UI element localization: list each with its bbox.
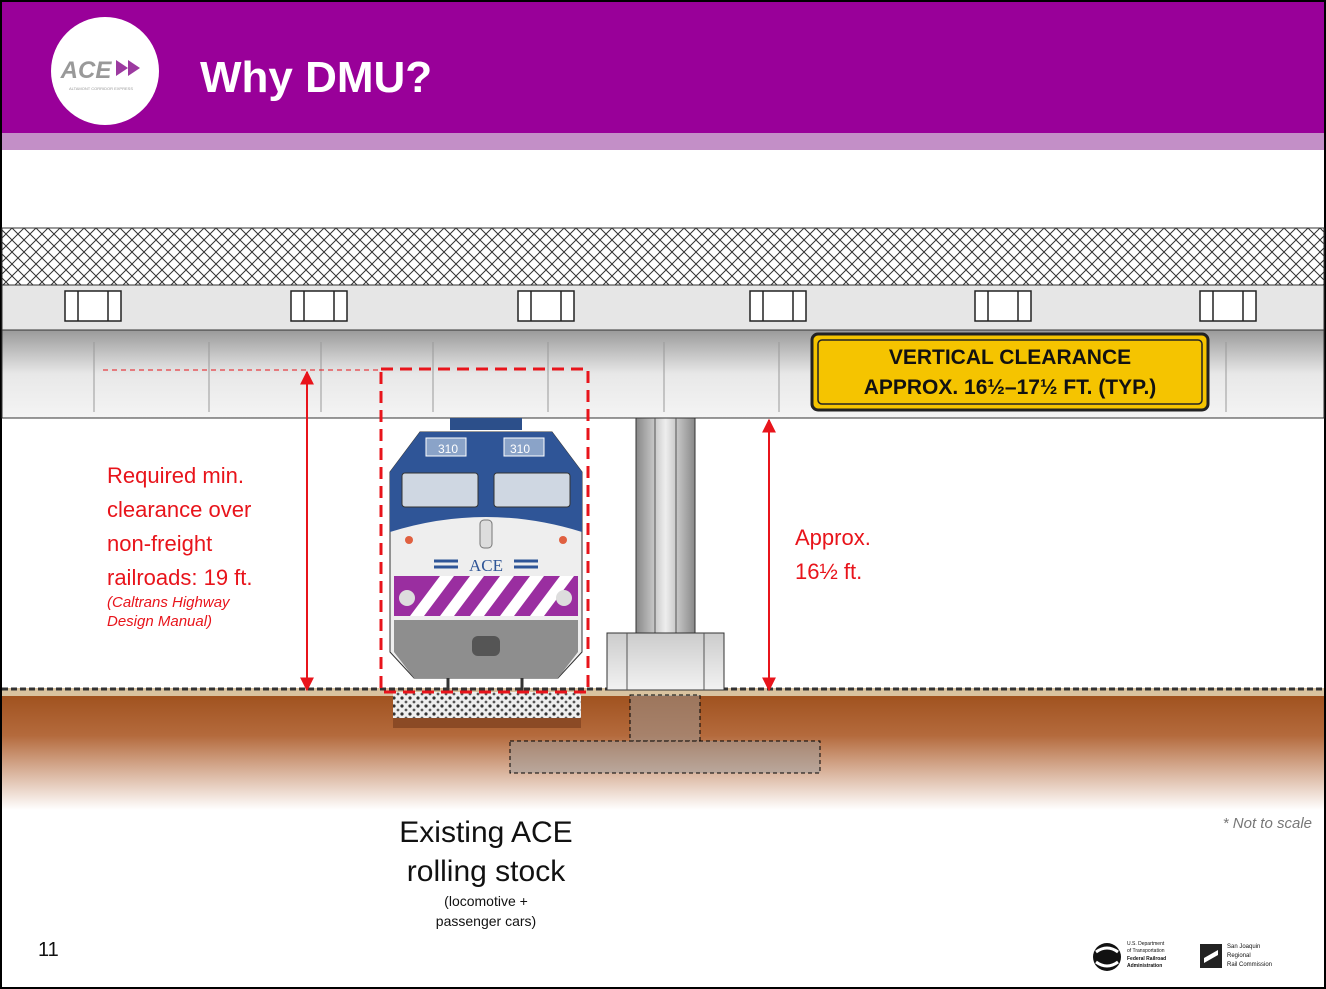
required-label: non-freight [107,531,212,556]
sign-line: VERTICAL CLEARANCE [889,346,1131,369]
caption-detail: (locomotive + [444,893,528,909]
train-number: 310 [510,442,530,456]
approx-label: Approx. [795,525,871,550]
buried-pier [629,694,701,742]
sjrrc-text: Regional [1227,953,1251,959]
scale-note: * Not to scale [1223,815,1312,832]
deck-blocks [64,290,1257,322]
buried-footing [509,740,821,774]
ballast [393,692,581,720]
fra-text: of Transportation [1127,948,1165,954]
column [635,417,696,636]
title: Why DMU? [200,53,432,102]
ground-strip [2,688,1324,696]
pier-cap [606,632,725,691]
required-label: Required min. [107,463,244,488]
sjrrc-text: Rail Commission [1227,962,1272,968]
approx-label: 16½ ft. [795,559,862,584]
train-logo: ACE [469,556,503,575]
locomotive [389,418,583,692]
caption: Existing ACE [399,816,572,849]
citation: (Caltrans Highway [107,594,231,611]
logo-circle [51,17,159,125]
header-band [2,133,1324,150]
fra-text: Federal Railroad [1127,956,1166,962]
train-number: 310 [438,442,458,456]
required-label: railroads: 19 ft. [107,565,253,590]
clearance-envelope [379,367,590,694]
girder-lines [93,342,1227,412]
ballast-base [393,718,581,728]
page-number: 11 [38,939,59,961]
fra-text: U.S. Department [1127,941,1165,947]
fra-text: Administration [1127,963,1162,969]
bridge-deck [1,284,1325,331]
citation: Design Manual) [107,613,212,630]
header-bar [2,2,1324,133]
sign-line: APPROX. 16½–17½ FT. (TYP.) [864,376,1157,399]
logo-arrows [116,60,140,76]
sjrrc-text: San Joaquin [1227,944,1260,950]
clearance-sign [810,332,1210,412]
logo-text: ACE [60,57,113,84]
bridge-rail [1,227,1325,286]
caption-detail: passenger cars) [436,913,536,929]
logo-tagline: ALTAMONT CORRIDOR EXPRESS [69,86,133,91]
caption: rolling stock [407,855,566,888]
required-label: clearance over [107,497,251,522]
